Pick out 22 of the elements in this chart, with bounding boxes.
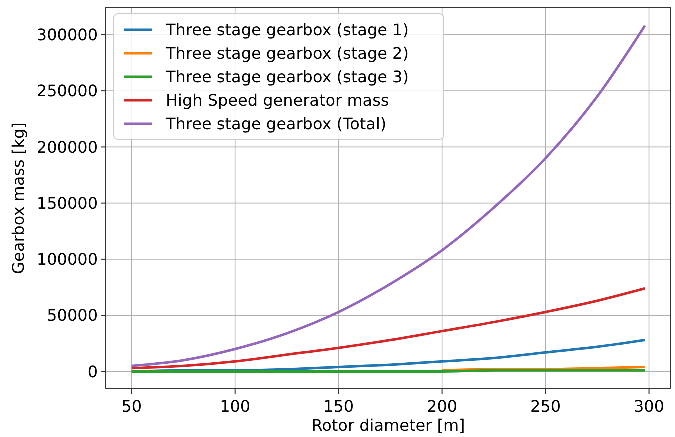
x-tick-label: 150 — [324, 397, 354, 416]
x-axis-title: Rotor diameter [m] — [312, 416, 466, 435]
line-series — [130, 24, 646, 368]
y-tick-label: 150000 — [36, 194, 98, 213]
legend-label: Three stage gearbox (stage 2) — [165, 44, 409, 64]
x-tick-label: 50 — [122, 397, 142, 416]
y-tick-label: 50000 — [47, 306, 98, 326]
line-series — [130, 287, 646, 370]
legend-label: Three stage gearbox (stage 1) — [165, 20, 409, 40]
legend-label: Three stage gearbox (Total) — [165, 114, 387, 134]
y-tick-label: 250000 — [36, 82, 98, 101]
y-tick-label: 300000 — [36, 26, 98, 45]
y-tick-label: 200000 — [36, 138, 98, 157]
x-tick-label: 300 — [634, 397, 665, 416]
x-tick-label: 200 — [427, 397, 458, 416]
x-tick-label: 100 — [220, 397, 251, 416]
y-axis-title: Gearbox mass [kg] — [9, 122, 28, 274]
y-tick-label: 0 — [88, 362, 98, 382]
legend-label: Three stage gearbox (stage 3) — [165, 68, 409, 87]
legend-label: High Speed generator mass — [166, 91, 390, 110]
x-tick-label: 250 — [530, 397, 562, 416]
y-tick-label: 100000 — [36, 250, 98, 270]
